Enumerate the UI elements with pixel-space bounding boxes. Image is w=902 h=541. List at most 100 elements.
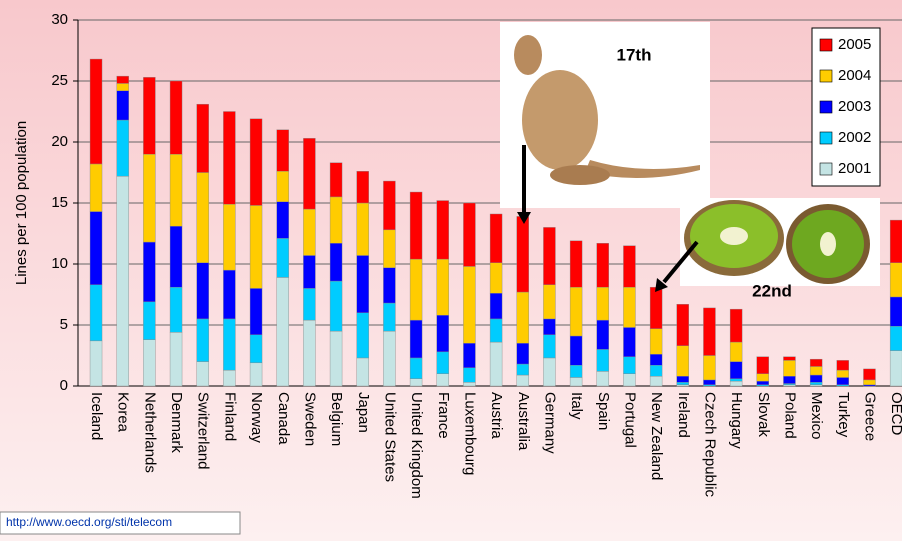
legend-swatch — [819, 131, 833, 145]
bar-segment — [143, 241, 156, 303]
bar-segment — [196, 172, 209, 263]
bar-segment — [303, 288, 316, 321]
bar-segment — [249, 288, 263, 335]
bar-segment — [329, 196, 343, 244]
bar-segment — [596, 243, 609, 288]
bar-segment — [516, 363, 529, 376]
bar-segment — [303, 208, 316, 256]
legend-swatch — [819, 69, 833, 83]
x-tick-label: Switzerland — [195, 392, 212, 470]
bar-segment — [436, 258, 449, 316]
bar-segment — [89, 284, 103, 342]
bar-segment — [463, 343, 476, 368]
bar-segment — [196, 361, 209, 387]
bar-segment — [383, 229, 396, 268]
bar-segment — [169, 286, 183, 333]
bar-segment — [249, 118, 263, 206]
bar-segment — [196, 262, 209, 320]
bar-segment — [756, 356, 769, 375]
x-tick-label: Austria — [488, 392, 505, 439]
bar-segment — [729, 308, 743, 343]
bar-segment — [889, 326, 902, 351]
bar-segment — [329, 280, 343, 332]
bar-segment — [276, 129, 289, 172]
bar-segment — [356, 312, 369, 359]
bar-segment — [303, 319, 316, 387]
x-tick-label: Greece — [861, 392, 878, 441]
bar-segment — [436, 351, 449, 374]
bar-segment — [649, 286, 663, 329]
bar-segment — [543, 334, 556, 359]
x-tick-label: Belgium — [328, 392, 345, 446]
bar-segment — [703, 355, 716, 381]
bar-segment — [116, 90, 129, 121]
x-tick-label: United States — [381, 392, 398, 482]
bar-segment — [409, 357, 423, 379]
bar-segment — [809, 358, 823, 367]
bar-segment — [276, 201, 289, 239]
bar-segment — [409, 258, 423, 321]
x-tick-label: OECD — [888, 392, 902, 436]
x-tick-label: Poland — [781, 392, 798, 439]
bar-segment — [676, 382, 689, 385]
bar-segment — [463, 202, 476, 267]
bar-segment — [516, 343, 529, 365]
legend-swatch — [819, 100, 833, 114]
bar-segment — [676, 304, 689, 346]
bar-segment — [143, 339, 156, 387]
bar-segment — [383, 267, 396, 304]
bar-segment — [196, 103, 209, 173]
bar-segment — [276, 277, 289, 387]
bar-segment — [809, 382, 823, 385]
bar-segment — [623, 286, 636, 328]
bar-segment — [409, 319, 423, 359]
x-tick-label: Spain — [595, 392, 612, 430]
bar-segment — [276, 171, 289, 202]
source-link[interactable]: http://www.oecd.org/sti/telecom — [6, 515, 172, 529]
x-tick-label: Czech Republic — [701, 392, 718, 498]
bar-segment — [169, 153, 183, 227]
x-tick-label: Korea — [115, 392, 132, 433]
kangaroo-image — [500, 22, 710, 208]
bar-segment — [169, 80, 183, 155]
legend-label: 2002 — [838, 129, 871, 146]
bar-segment — [489, 262, 503, 294]
bar-segment — [783, 360, 796, 377]
bar-segment — [703, 307, 716, 356]
x-tick-label: France — [435, 392, 452, 439]
bar-segment — [836, 377, 849, 385]
bar-segment — [383, 180, 396, 231]
bar-segment — [116, 83, 129, 91]
bar-segment — [143, 301, 156, 340]
legend-swatch — [819, 162, 833, 176]
bar-segment — [543, 318, 556, 335]
x-tick-label: Finland — [221, 392, 238, 441]
x-tick-label: Canada — [275, 392, 292, 445]
bar-segment — [596, 349, 609, 372]
bar-segment — [649, 354, 663, 366]
legend-label: 2005 — [838, 36, 871, 53]
bar-segment — [809, 366, 823, 376]
bar-segment — [569, 286, 583, 337]
bar-segment — [569, 335, 583, 366]
bar-segment — [383, 302, 396, 332]
x-tick-label: Ireland — [675, 392, 692, 438]
bar-segment — [356, 255, 369, 314]
bar-segment — [623, 245, 636, 288]
annotation: 22nd — [752, 281, 792, 300]
x-tick-label: Iceland — [88, 392, 105, 440]
bar-segment — [249, 205, 263, 289]
bar-segment — [329, 330, 343, 387]
bar-segment — [756, 373, 769, 382]
bar-segment — [676, 376, 689, 383]
x-tick-label: Mexico — [808, 392, 825, 440]
x-tick-label: Norway — [248, 392, 265, 443]
x-tick-label: Germany — [541, 392, 558, 454]
bar-segment — [889, 219, 902, 263]
source-box — [0, 511, 241, 535]
y-tick-label: 0 — [60, 377, 68, 394]
bar-segment — [489, 293, 503, 320]
bar-segment — [543, 284, 556, 320]
bar-segment — [783, 376, 796, 384]
